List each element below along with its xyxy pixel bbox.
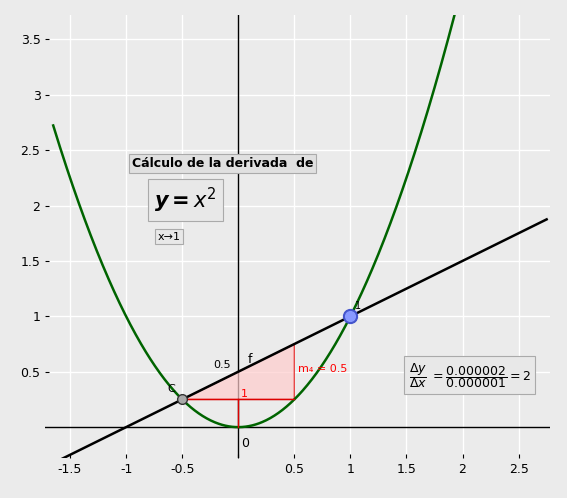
Text: f: f — [247, 353, 252, 366]
Text: $\boldsymbol{y = x^2}$: $\boldsymbol{y = x^2}$ — [154, 185, 217, 215]
Polygon shape — [182, 344, 294, 399]
Text: 1: 1 — [355, 301, 361, 311]
Text: x→1: x→1 — [158, 232, 180, 242]
Text: 0.5: 0.5 — [214, 361, 231, 371]
Text: m₄ = 0.5: m₄ = 0.5 — [298, 364, 347, 374]
Text: Cálculo de la derivada  de: Cálculo de la derivada de — [132, 157, 313, 170]
Text: 1: 1 — [240, 389, 247, 399]
Text: $\dfrac{\Delta y}{\Delta x}$ $= \dfrac{0.000002}{0.000001} = 2$: $\dfrac{\Delta y}{\Delta x}$ $= \dfrac{0… — [409, 361, 531, 389]
Text: 0: 0 — [242, 437, 249, 450]
Text: C: C — [168, 383, 175, 394]
